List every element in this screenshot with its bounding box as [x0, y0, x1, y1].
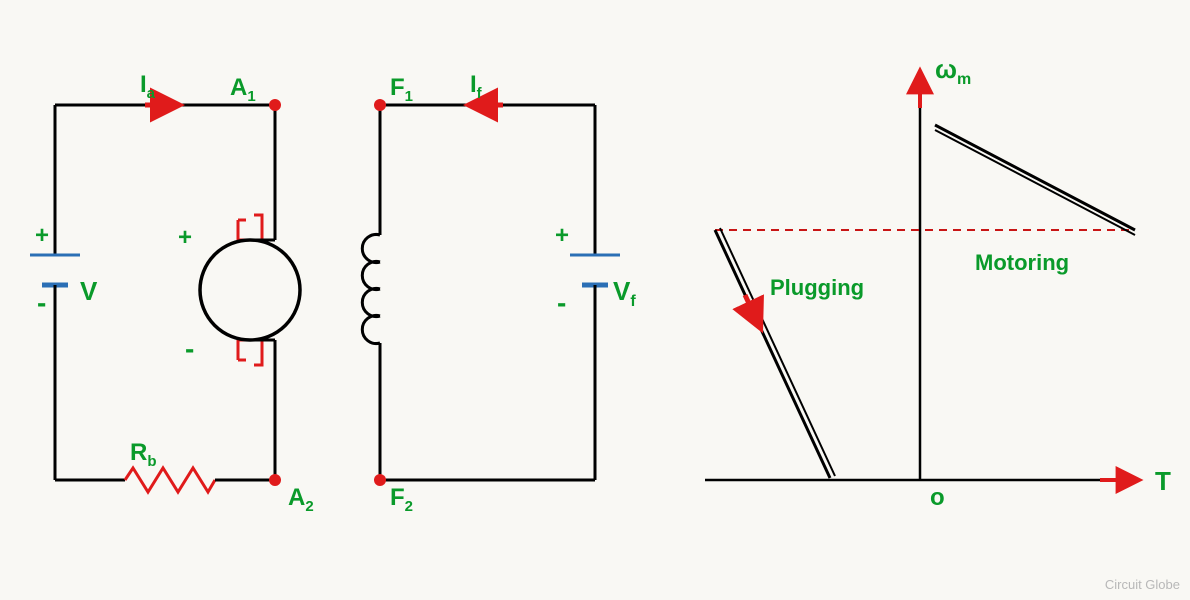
diagram-canvas: + - V Rb + [0, 0, 1190, 600]
svg-text:-: - [557, 287, 566, 318]
battery-v: + - V [30, 222, 98, 318]
if-label: If [470, 71, 483, 102]
plugging-label: Plugging [770, 275, 864, 300]
motor-armature: + - [178, 215, 300, 365]
node-a1 [269, 99, 281, 111]
omega-axis-label: ωm [935, 54, 971, 88]
t-axis-label: T [1155, 466, 1171, 496]
armature-circuit: + - V Rb + [30, 71, 314, 515]
motoring-line [935, 125, 1135, 235]
resistor-rb: Rb [125, 439, 215, 492]
svg-text:+: + [178, 224, 192, 251]
node-f1 [374, 99, 386, 111]
svg-text:-: - [185, 333, 194, 364]
node-a2 [269, 474, 281, 486]
origin-label: o [930, 484, 945, 511]
battery-v-label: V [80, 276, 98, 306]
ia-label: Ia [140, 71, 156, 102]
vf-label: Vf [613, 276, 636, 310]
watermark: Circuit Globe [1105, 577, 1180, 592]
plugging-line [715, 228, 835, 478]
plus-sign: + [35, 222, 49, 249]
node-f2 [374, 474, 386, 486]
f1-label: F1 [390, 74, 413, 105]
field-inductor [362, 234, 380, 345]
torque-speed-graph: T ωm o Motoring Plugging [705, 54, 1171, 511]
minus-sign: - [37, 287, 46, 318]
a1-label: A1 [230, 74, 256, 105]
svg-text:+: + [555, 222, 569, 249]
field-circuit: + - Vf If F1 F2 [362, 71, 636, 515]
a2-label: A2 [288, 484, 314, 515]
motoring-label: Motoring [975, 250, 1069, 275]
f2-label: F2 [390, 484, 413, 515]
svg-text:Rb: Rb [130, 439, 157, 470]
